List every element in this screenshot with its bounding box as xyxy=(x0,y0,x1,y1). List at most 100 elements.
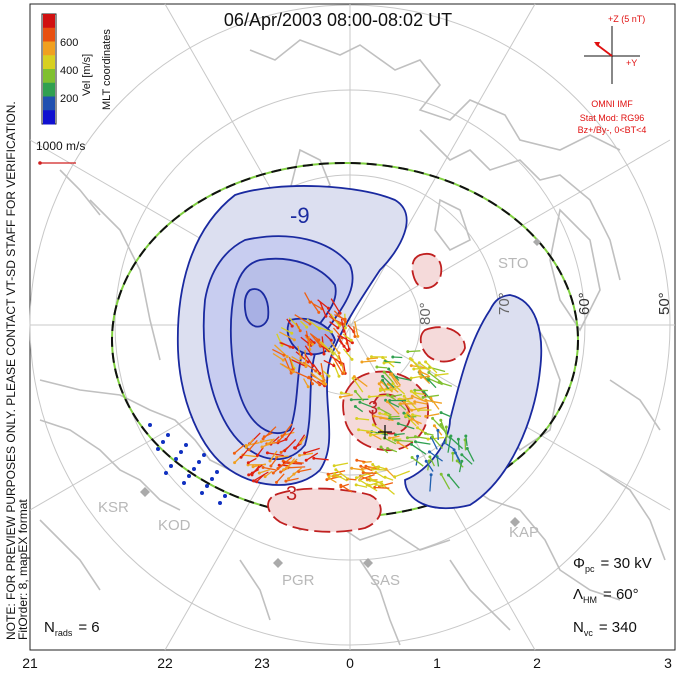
radar-dot xyxy=(179,450,183,454)
velocity-vector-origin xyxy=(352,375,356,379)
velocity-vector-origin xyxy=(280,343,284,347)
velocity-vector-origin xyxy=(290,324,294,328)
velocity-vector xyxy=(432,436,443,449)
velocity-vector-origin xyxy=(353,335,357,338)
velocity-vector xyxy=(298,468,312,473)
velocity-vector xyxy=(330,355,341,364)
velocity-vector-origin xyxy=(398,397,402,401)
colorbar-cell xyxy=(43,96,55,111)
velocity-vector xyxy=(310,371,325,384)
velocity-vector-origin xyxy=(324,382,328,386)
velocity-vector xyxy=(411,375,423,379)
colorbar-cell xyxy=(43,55,55,70)
velocity-vector-origin xyxy=(409,389,413,393)
velocity-vector xyxy=(387,394,397,401)
colorbar-cell xyxy=(43,14,55,29)
velocity-vector xyxy=(297,345,302,359)
velocity-vector-origin xyxy=(382,361,386,365)
velocity-vector xyxy=(383,361,395,364)
velocity-vector xyxy=(321,374,327,385)
station-label-ksr: KSR xyxy=(98,499,129,516)
velocity-vector-origin xyxy=(232,451,236,455)
velocity-vector xyxy=(378,383,386,393)
contour-label-positive-1: 3 xyxy=(286,483,297,505)
velocity-vector xyxy=(397,441,409,450)
velocity-vector xyxy=(341,392,351,395)
velocity-vector-origin xyxy=(418,372,422,376)
velocity-vector xyxy=(457,439,460,451)
velocity-vector-origin xyxy=(311,364,315,368)
stat-lambda-hm: ΛHM = 60° xyxy=(573,586,639,605)
velocity-vector-origin xyxy=(304,364,308,368)
velocity-vector xyxy=(279,464,289,467)
velocity-vector-origin xyxy=(318,383,322,387)
velocity-vector xyxy=(389,435,400,439)
velocity-vector-origin xyxy=(255,480,259,484)
velocity-vector-origin xyxy=(309,340,313,344)
velocity-vector xyxy=(440,412,451,418)
velocity-vector-origin xyxy=(306,360,310,364)
velocity-vector-origin xyxy=(386,393,390,397)
velocity-vector-origin xyxy=(439,472,443,476)
velocity-vector xyxy=(312,303,323,310)
velocity-vectors xyxy=(232,292,475,495)
radar-dot xyxy=(210,477,214,481)
velocity-vector xyxy=(272,461,287,474)
velocity-vector-origin xyxy=(290,331,294,335)
radar-dot xyxy=(174,457,178,461)
velocity-vector-origin xyxy=(250,471,254,475)
velocity-vector xyxy=(342,333,352,341)
velocity-vector xyxy=(304,292,311,303)
imf-y-label: +Y xyxy=(626,58,637,68)
velocity-vector xyxy=(272,348,285,356)
velocity-vector-origin xyxy=(409,364,413,368)
velocity-vector-origin xyxy=(305,325,309,329)
velocity-vector xyxy=(308,335,311,350)
velocity-vector-origin xyxy=(257,471,261,475)
velocity-vector xyxy=(370,431,388,436)
velocity-vector xyxy=(414,392,425,396)
latitude-label-80: 80° xyxy=(417,302,434,325)
velocity-vector-origin xyxy=(386,400,389,404)
velocity-vector-origin xyxy=(355,458,359,462)
velocity-vector xyxy=(281,423,293,437)
velocity-vector xyxy=(380,446,389,454)
velocity-vector-origin xyxy=(436,428,440,432)
velocity-vector xyxy=(388,368,400,381)
latitude-label-50: 50° xyxy=(656,292,673,315)
velocity-vector-origin xyxy=(343,326,347,330)
velocity-vector xyxy=(289,357,295,369)
velocity-vector xyxy=(340,318,345,332)
velocity-vector xyxy=(267,452,284,457)
velocity-vector xyxy=(369,394,386,398)
velocity-vector-origin xyxy=(410,358,414,362)
velocity-vector xyxy=(382,375,395,389)
velocity-vector-origin xyxy=(418,369,422,373)
velocity-vector xyxy=(319,301,327,317)
velocity-vector xyxy=(333,357,344,374)
velocity-vector-origin xyxy=(416,454,420,458)
velocity-vector xyxy=(356,484,368,488)
dawn-region xyxy=(404,294,543,510)
velocity-vector xyxy=(280,327,293,334)
mlt-axis: 21 22 23 0 1 2 3 xyxy=(22,655,672,671)
velocity-vector xyxy=(376,366,388,369)
velocity-vector xyxy=(380,417,394,422)
velocity-vector-origin xyxy=(439,411,443,415)
velocity-vector xyxy=(330,313,340,327)
velocity-vector xyxy=(375,471,385,479)
velocity-vector xyxy=(299,452,314,457)
velocity-vector-origin xyxy=(279,450,283,454)
velocity-vector xyxy=(458,461,463,473)
velocity-vector-origin xyxy=(381,374,385,378)
scale-vector-label: 1000 m/s xyxy=(36,139,85,153)
velocity-vector-origin xyxy=(336,326,340,330)
velocity-vector xyxy=(383,371,395,385)
velocity-vector-origin xyxy=(275,480,278,484)
velocity-vector-origin xyxy=(357,428,361,432)
velocity-vector-origin xyxy=(353,389,357,393)
station-label-kod: KOD xyxy=(158,517,191,534)
velocity-vector xyxy=(366,484,378,492)
mlt-tick-22: 22 xyxy=(157,655,173,671)
velocity-vector-origin xyxy=(283,449,287,453)
